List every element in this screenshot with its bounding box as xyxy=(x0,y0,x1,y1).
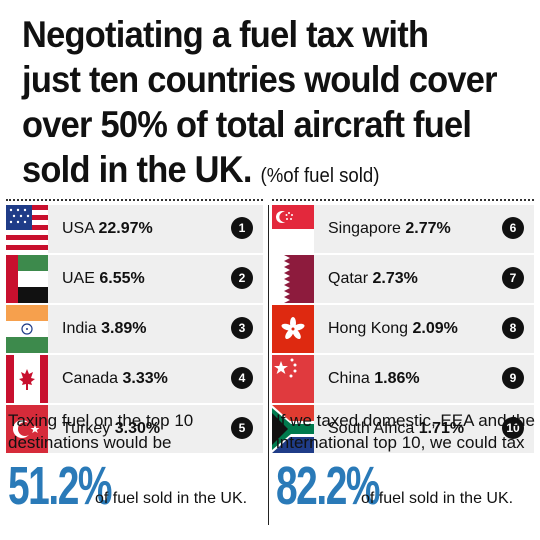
column-divider xyxy=(268,205,269,525)
singapore-flag-icon xyxy=(272,205,314,253)
rank-badge: 10 xyxy=(502,417,524,439)
uae-flag-icon xyxy=(6,255,48,303)
country-row-china: China 1.86% 9 xyxy=(272,355,534,405)
country-row-qatar: Qatar 2.73% 7 xyxy=(272,255,534,305)
country-label: South Africa 1.71% xyxy=(328,420,465,437)
headline-line-3: over 50% of total aircraft fuel xyxy=(22,104,472,145)
rank-badge: 7 xyxy=(502,267,524,289)
country-row-india: India 3.89% 3 xyxy=(6,305,263,355)
rank-badge: 2 xyxy=(231,267,253,289)
summary-right-after: of fuel sold in the UK. xyxy=(361,490,514,507)
unit-note: (%of fuel sold) xyxy=(260,165,380,187)
summary-left-after: of fuel sold in the UK. xyxy=(95,490,248,507)
headline-line-1: Negotiating a fuel tax with xyxy=(22,14,429,55)
usa-flag-icon xyxy=(6,205,48,253)
rank-badge: 3 xyxy=(231,317,253,339)
india-flag-icon xyxy=(6,305,48,353)
country-label: Hong Kong 2.09% xyxy=(328,320,458,337)
country-label: USA 22.97% xyxy=(62,220,153,237)
country-row-canada: Canada 3.33% 4 xyxy=(6,355,263,405)
country-row-south-africa: South Africa 1.71% 10 xyxy=(272,405,534,455)
country-row-singapore: Singapore 2.77% 6 xyxy=(272,205,534,255)
rank-badge: 9 xyxy=(502,367,524,389)
turkey-flag-icon xyxy=(6,405,48,453)
country-label: Qatar 2.73% xyxy=(328,270,418,287)
south-africa-flag-icon xyxy=(272,405,314,453)
country-row-uae: UAE 6.55% 2 xyxy=(6,255,263,305)
divider-dots-left xyxy=(6,199,263,201)
rank-badge: 5 xyxy=(231,417,253,439)
country-label: Canada 3.33% xyxy=(62,370,168,387)
rank-badge: 6 xyxy=(502,217,524,239)
country-row-turkey: Turkey 3.30% 5 xyxy=(6,405,263,455)
qatar-flag-icon xyxy=(272,255,314,303)
headline-line-2: just ten countries would cover xyxy=(22,59,498,100)
rank-badge: 4 xyxy=(231,367,253,389)
headline-line-4: sold in the UK. (%of fuel sold) xyxy=(22,147,496,199)
hong-kong-flag-icon xyxy=(272,305,314,353)
summary-left-value: 51.2% xyxy=(8,456,112,516)
country-label: China 1.86% xyxy=(328,370,420,387)
country-label: Turkey 3.30% xyxy=(62,420,161,437)
summary-left-text: Taxing fuel on the top 10 destinations w… xyxy=(8,411,194,452)
country-label: Singapore 2.77% xyxy=(328,220,451,237)
headline-line-4-text: sold in the UK. xyxy=(22,149,252,190)
rank-badge: 8 xyxy=(502,317,524,339)
country-row-usa: USA 22.97% 1 xyxy=(6,205,263,255)
country-row-hong-kong: Hong Kong 2.09% 8 xyxy=(272,305,534,355)
country-label: India 3.89% xyxy=(62,320,147,337)
country-label: UAE 6.55% xyxy=(62,270,145,287)
china-flag-icon xyxy=(272,355,314,403)
rank-badge: 1 xyxy=(231,217,253,239)
page-title: Negotiating a fuel tax with just ten cou… xyxy=(22,12,498,199)
divider-dots-right xyxy=(272,199,534,201)
summary-right-text: If we taxed domestic, EEA and the intern… xyxy=(276,411,535,452)
canada-flag-icon xyxy=(6,355,48,403)
summary-right-value: 82.2% xyxy=(276,456,380,516)
